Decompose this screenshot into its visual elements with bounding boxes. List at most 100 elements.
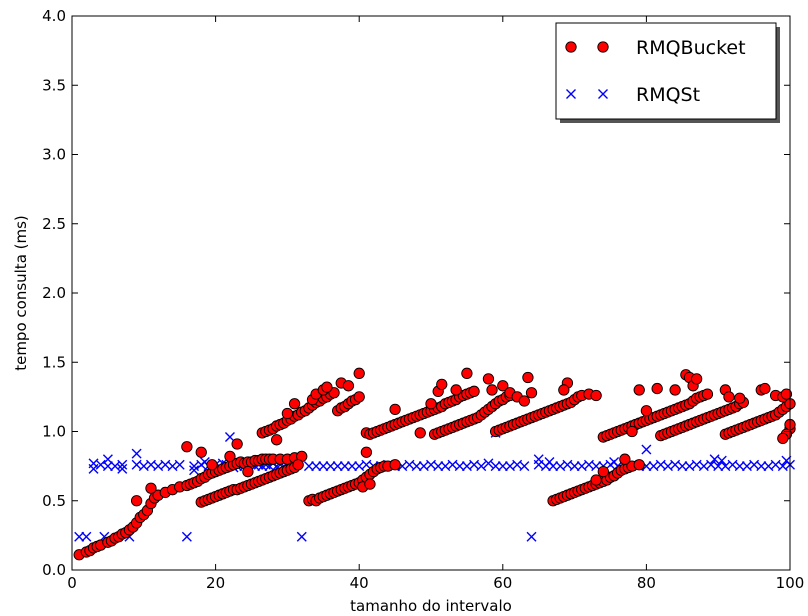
data-points-layer <box>73 367 796 561</box>
rmqbucket-point <box>353 367 365 379</box>
rmqbucket-point <box>468 385 480 397</box>
rmqbucket-point <box>633 459 645 471</box>
rmqst-point <box>490 461 501 472</box>
rmqst-point <box>296 531 307 542</box>
rmqst-point <box>483 458 494 469</box>
y-tick-label: 3.0 <box>42 146 66 164</box>
rmqbucket-point <box>436 378 448 391</box>
y-axis-title: tempo consulta (ms) <box>12 215 30 371</box>
y-tick-label: 2.0 <box>42 284 66 302</box>
legend-marker-rmqst <box>566 89 576 99</box>
rmqst-point <box>332 461 343 472</box>
rmqst-point <box>131 448 142 459</box>
rmqbucket-point <box>619 453 631 465</box>
rmqbucket-point <box>777 432 789 445</box>
rmqst-point <box>756 461 767 472</box>
y-tick-label: 4.0 <box>42 7 66 25</box>
rmqbucket-point <box>389 403 401 415</box>
rmqbucket-point <box>780 388 793 400</box>
rmqbucket-point <box>626 425 638 438</box>
rmqst-point <box>303 461 314 472</box>
rmqbucket-point <box>231 438 243 450</box>
rmqbucket-point <box>640 405 653 417</box>
rmqst-point <box>311 461 322 472</box>
rmqst-point <box>88 463 99 474</box>
rmqbucket-point <box>486 384 498 396</box>
y-tick-label: 0.0 <box>42 561 66 579</box>
rmqbucket-point <box>425 398 437 410</box>
rmqst-point <box>174 459 185 470</box>
legend-box <box>555 22 777 120</box>
rmqbucket-point <box>281 407 294 420</box>
x-tick-label: 60 <box>493 574 512 592</box>
rmqbucket-point <box>224 450 236 463</box>
rmqbucket-point <box>461 367 473 379</box>
rmqbucket-point <box>389 459 401 471</box>
rmqbucket-point <box>206 459 218 471</box>
rmqst-point <box>189 465 200 476</box>
rmqbucket-point <box>130 495 143 507</box>
rmqbucket-point <box>590 389 602 402</box>
rmqst-point <box>181 531 192 542</box>
rmqst-point <box>339 461 350 472</box>
rmqbucket-point <box>482 373 495 385</box>
x-tick-label: 40 <box>350 574 369 592</box>
rmqst-point <box>641 444 652 455</box>
rmqbucket-point <box>525 387 538 399</box>
rmqbucket-point <box>242 466 254 478</box>
rmqbucket-point <box>450 384 462 396</box>
rmqbucket-point <box>651 382 663 395</box>
rmqbucket-point <box>292 459 304 471</box>
rmqst-point <box>74 531 85 542</box>
x-axis-title: tamanho do intervalo <box>350 597 512 615</box>
rmqst-point <box>476 461 487 472</box>
rmqst-point <box>411 461 422 472</box>
rmqbucket-point <box>145 482 157 494</box>
rmqst-point <box>734 461 745 472</box>
rmqbucket-point <box>759 382 771 395</box>
rmqbucket-point <box>691 373 703 385</box>
rmqbucket-point <box>364 478 376 490</box>
rmqbucket-point <box>181 441 193 453</box>
rmqbucket-point <box>669 384 681 396</box>
rmqst-point <box>526 531 537 542</box>
rmqbucket-point <box>723 391 735 403</box>
rmqst-point <box>117 459 128 470</box>
rmqst-point <box>81 531 92 542</box>
rmqst-point <box>677 461 688 472</box>
rmqbucket-point <box>701 388 714 400</box>
legend-label-rmqbucket: RMQBucket <box>636 37 746 59</box>
legend-marker-rmqbucket <box>597 41 609 53</box>
rmqst-point <box>519 461 530 472</box>
rmqst-point <box>497 461 508 472</box>
rmqbucket-point <box>195 446 207 458</box>
rmqbucket-point <box>522 371 534 384</box>
rmqst-point <box>433 461 444 472</box>
rmqst-point <box>117 463 128 474</box>
rmqbucket-point <box>321 381 333 393</box>
legend-label-rmqst: RMQSt <box>636 84 700 106</box>
rmqbucket-point <box>590 474 602 486</box>
legend-marker-rmqbucket <box>565 41 577 53</box>
x-tick-label: 80 <box>637 574 656 592</box>
legend-marker-rmqst <box>598 89 608 99</box>
rmqst-point <box>569 461 580 472</box>
rmqbucket-point <box>353 391 365 403</box>
y-tick-label: 1.0 <box>42 423 66 441</box>
rmqbucket-point <box>414 427 426 439</box>
y-tick-label: 1.5 <box>42 353 66 371</box>
rmqbucket-point <box>497 380 509 392</box>
rmqbucket-point <box>633 384 645 396</box>
x-tick-label: 20 <box>206 574 225 592</box>
rmqbucket-point <box>558 384 570 396</box>
rmqst-point <box>713 461 724 472</box>
rmqst-point <box>454 461 465 472</box>
legend-markers <box>565 41 609 99</box>
rmqbucket-point <box>342 380 355 392</box>
rmqbucket-point <box>734 392 746 404</box>
rmqst-point <box>224 432 235 443</box>
axis-ticks-layer: 0 20 40 60 80 100 0.0 0.5 1.0 1.5 2.0 2.5 3.0 3.5 4.0 <box>42 7 804 592</box>
y-tick-label: 0.5 <box>42 492 66 510</box>
rmqst-point <box>325 461 336 472</box>
